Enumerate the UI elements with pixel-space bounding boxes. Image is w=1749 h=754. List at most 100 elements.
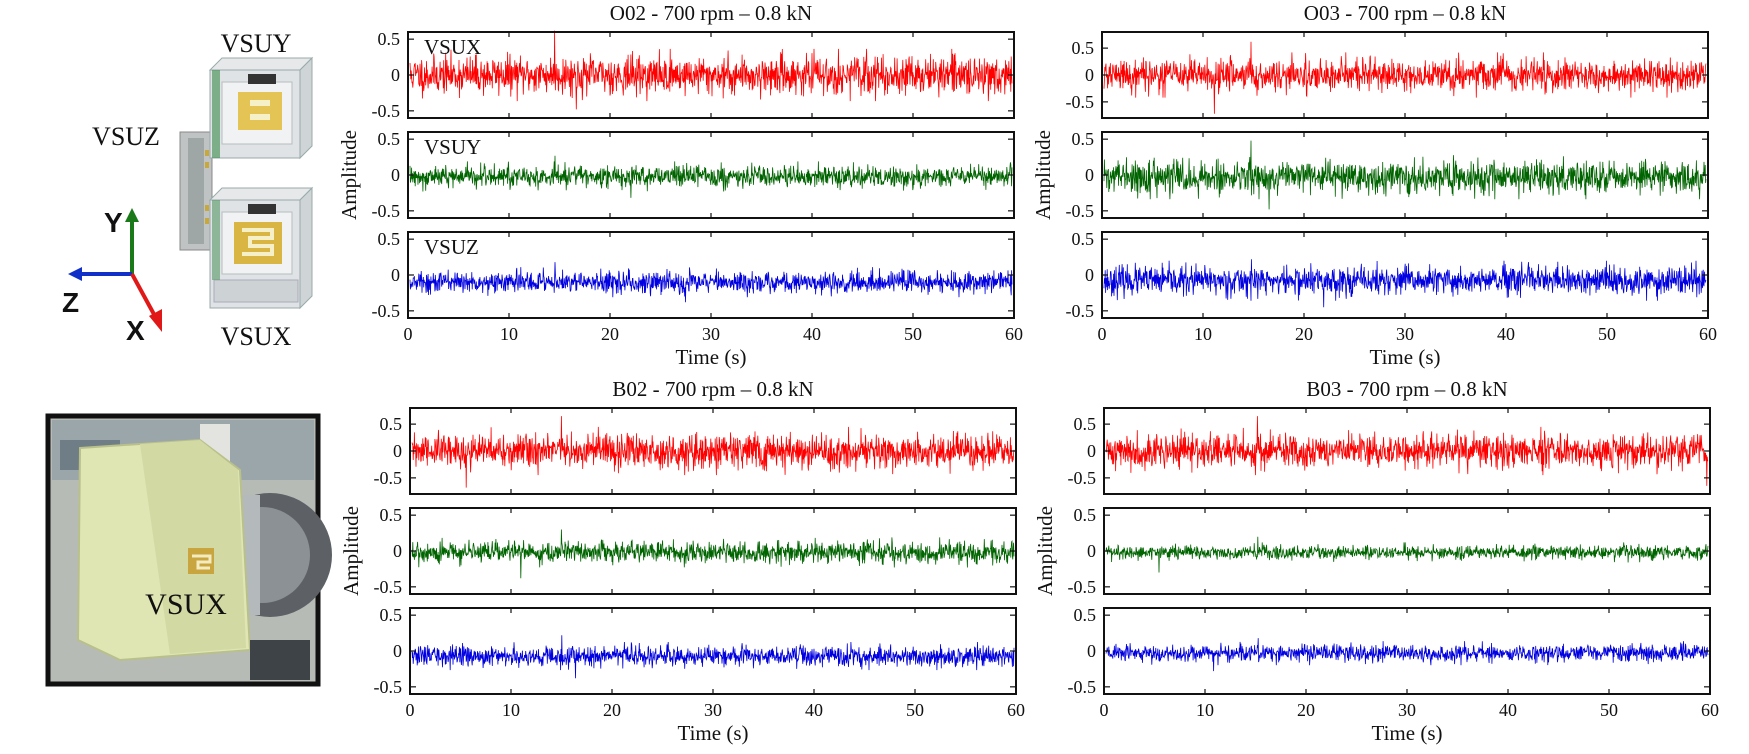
y-tick-label: 0: [1085, 65, 1094, 85]
x-axis-label: Time (s): [1370, 345, 1441, 369]
signal-trace-vsuz: [409, 262, 1013, 303]
axis-label-z: Z: [62, 287, 79, 318]
x-tick-label: 0: [404, 324, 413, 344]
vsuy-cube: [208, 56, 314, 160]
y-tick-label: -0.5: [1068, 577, 1097, 597]
series-vsux: 0.5 0 -0.5: [1066, 31, 1709, 119]
x-tick-label: 40: [1497, 324, 1515, 344]
y-tick-label: -0.5: [1068, 677, 1097, 697]
sensor-photo: VSUX: [45, 413, 332, 687]
charts: O02 - 700 rpm – 0.8 kNAmplitude0.50-0.5V…: [337, 1, 1719, 745]
x-tick-label: 20: [1295, 324, 1313, 344]
series-vsuz: 0.5 0 -0.5: [1068, 605, 1711, 697]
x-tick-label: 30: [702, 324, 720, 344]
x-tick-label: 40: [1499, 700, 1517, 720]
x-tick-label: 10: [502, 700, 520, 720]
label-vsuz: VSUZ: [92, 122, 160, 151]
y-tick-label: 0.5: [1074, 414, 1097, 434]
signal-trace-vsuy: [409, 155, 1013, 198]
x-tick-label: 30: [1396, 324, 1414, 344]
axis-triad: Y Z X: [62, 207, 162, 346]
x-tick-label: 30: [1398, 700, 1416, 720]
y-tick-label: 0: [1087, 441, 1096, 461]
y-tick-label: -0.5: [374, 577, 403, 597]
series-label: VSUX: [424, 35, 481, 59]
series-vsuy: 0.5 0 -0.5: [374, 505, 1017, 597]
x-tick-label: 20: [603, 700, 621, 720]
x-tick-label: 20: [601, 324, 619, 344]
x-tick-label: 10: [500, 324, 518, 344]
y-tick-label: 0: [1085, 265, 1094, 285]
x-axis-label: Time (s): [1372, 721, 1443, 745]
series-vsuy: 0.5 0 -0.5: [1066, 129, 1709, 221]
y-axis-label: Amplitude: [339, 506, 363, 596]
label-vsuy: VSUY: [221, 29, 292, 58]
x-tick-label: 0: [1098, 324, 1107, 344]
y-tick-label: 0.5: [378, 129, 401, 149]
y-axis-label: Amplitude: [337, 130, 361, 220]
y-tick-label: 0.5: [1072, 229, 1095, 249]
series-vsux: 0.5 0 -0.5 VSUX: [372, 29, 1015, 121]
chart-title: B03 - 700 rpm – 0.8 kN: [1306, 377, 1507, 401]
x-tick-label: 20: [1297, 700, 1315, 720]
y-tick-label: -0.5: [1066, 92, 1095, 112]
x-axis-arrow: [130, 273, 158, 319]
x-tick-label: 0: [1100, 700, 1109, 720]
y-tick-label: 0.5: [378, 29, 401, 49]
y-tick-label: 0: [391, 265, 400, 285]
axis-label-x: X: [126, 315, 145, 346]
x-tick-label: 30: [704, 700, 722, 720]
x-tick-label: 60: [1699, 324, 1717, 344]
y-tick-label: 0: [393, 441, 402, 461]
y-tick-label: -0.5: [374, 468, 403, 488]
y-tick-label: 0: [391, 165, 400, 185]
y-tick-label: 0: [393, 541, 402, 561]
signal-trace-vsuy: [1105, 536, 1709, 573]
y-tick-label: -0.5: [372, 101, 401, 121]
y-axis-label: Amplitude: [1031, 130, 1055, 220]
series-vsuz: 0.5 0 -0.5 VSUZ: [372, 229, 1015, 321]
axes-frame: [407, 231, 1015, 319]
y-tick-label: -0.5: [374, 677, 403, 697]
vsux-cube: [208, 186, 314, 310]
y-tick-label: 0.5: [1072, 129, 1095, 149]
series-vsux: 0.5 0 -0.5: [1068, 407, 1711, 495]
y-axis-label: Amplitude: [1033, 506, 1057, 596]
photo-label-vsux: VSUX: [145, 588, 227, 621]
signal-trace-vsuy: [1103, 140, 1707, 210]
signal-trace-vsux: [409, 30, 1013, 110]
x-tick-label: 60: [1701, 700, 1719, 720]
x-tick-label: 10: [1194, 324, 1212, 344]
signal-trace-vsuy: [411, 529, 1015, 579]
chart-title: B02 - 700 rpm – 0.8 kN: [612, 377, 813, 401]
x-tick-label: 50: [1598, 324, 1616, 344]
x-axis-label: Time (s): [678, 721, 749, 745]
y-tick-label: 0.5: [1074, 505, 1097, 525]
series-vsux: 0.5 0 -0.5: [374, 407, 1017, 495]
series-vsuy: 0.5 0 -0.5: [1068, 505, 1711, 597]
y-tick-label: -0.5: [1066, 201, 1095, 221]
chart-b03: B03 - 700 rpm – 0.8 kNAmplitude0.50-0.50…: [1033, 377, 1719, 745]
x-tick-label: 50: [904, 324, 922, 344]
y-tick-label: 0: [391, 65, 400, 85]
x-tick-label: 40: [805, 700, 823, 720]
series-vsuz: 0.5 0 -0.5: [374, 605, 1017, 697]
y-tick-label: -0.5: [1068, 468, 1097, 488]
y-tick-label: 0: [1087, 641, 1096, 661]
y-tick-label: 0.5: [380, 605, 403, 625]
x-tick-label: 0: [406, 700, 415, 720]
axis-label-y: Y: [104, 207, 123, 238]
x-tick-label: 50: [906, 700, 924, 720]
chart-b02: B02 - 700 rpm – 0.8 kNAmplitude0.50-0.50…: [339, 377, 1025, 745]
y-tick-label: 0: [393, 641, 402, 661]
y-tick-label: 0.5: [380, 505, 403, 525]
y-tick-label: 0: [1085, 165, 1094, 185]
y-tick-label: 0: [1087, 541, 1096, 561]
vsuz-plate: [179, 131, 213, 251]
y-tick-label: 0.5: [380, 414, 403, 434]
y-tick-label: -0.5: [372, 201, 401, 221]
y-tick-label: -0.5: [372, 301, 401, 321]
series-label: VSUY: [424, 135, 481, 159]
x-tick-label: 60: [1007, 700, 1025, 720]
